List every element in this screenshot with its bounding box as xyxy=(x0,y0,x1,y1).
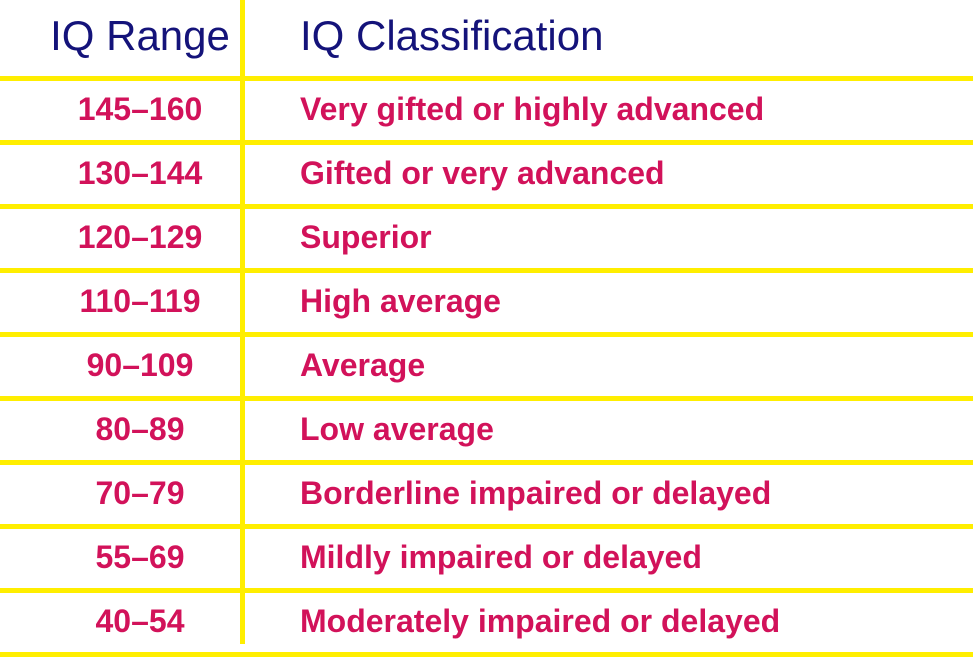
iq-classification-table: IQ Range IQ Classification 145–160 Very … xyxy=(0,0,973,657)
table-row: 145–160 Very gifted or highly advanced xyxy=(0,79,973,143)
table-row: 70–79 Borderline impaired or delayed xyxy=(0,463,973,527)
cell-classification: Average xyxy=(280,335,973,399)
cell-classification: Gifted or very advanced xyxy=(280,143,973,207)
col-header-range: IQ Range xyxy=(0,0,280,79)
cell-classification: High average xyxy=(280,271,973,335)
cell-range: 40–54 xyxy=(0,591,280,655)
table-row: 80–89 Low average xyxy=(0,399,973,463)
cell-range: 70–79 xyxy=(0,463,280,527)
cell-classification: Mildly impaired or delayed xyxy=(280,527,973,591)
cell-classification: Borderline impaired or delayed xyxy=(280,463,973,527)
cell-classification: Moderately impaired or delayed xyxy=(280,591,973,655)
table-row: 120–129 Superior xyxy=(0,207,973,271)
cell-range: 80–89 xyxy=(0,399,280,463)
table-row: 40–54 Moderately impaired or delayed xyxy=(0,591,973,655)
table-row: 55–69 Mildly impaired or delayed xyxy=(0,527,973,591)
cell-range: 130–144 xyxy=(0,143,280,207)
table-header-row: IQ Range IQ Classification xyxy=(0,0,973,79)
cell-classification: Low average xyxy=(280,399,973,463)
cell-classification: Very gifted or highly advanced xyxy=(280,79,973,143)
cell-range: 145–160 xyxy=(0,79,280,143)
cell-range: 55–69 xyxy=(0,527,280,591)
col-header-classification: IQ Classification xyxy=(280,0,973,79)
cell-range: 110–119 xyxy=(0,271,280,335)
vertical-divider xyxy=(240,0,245,644)
cell-range: 90–109 xyxy=(0,335,280,399)
cell-classification: Superior xyxy=(280,207,973,271)
table-row: 130–144 Gifted or very advanced xyxy=(0,143,973,207)
table-row: 110–119 High average xyxy=(0,271,973,335)
cell-range: 120–129 xyxy=(0,207,280,271)
table-row: 90–109 Average xyxy=(0,335,973,399)
